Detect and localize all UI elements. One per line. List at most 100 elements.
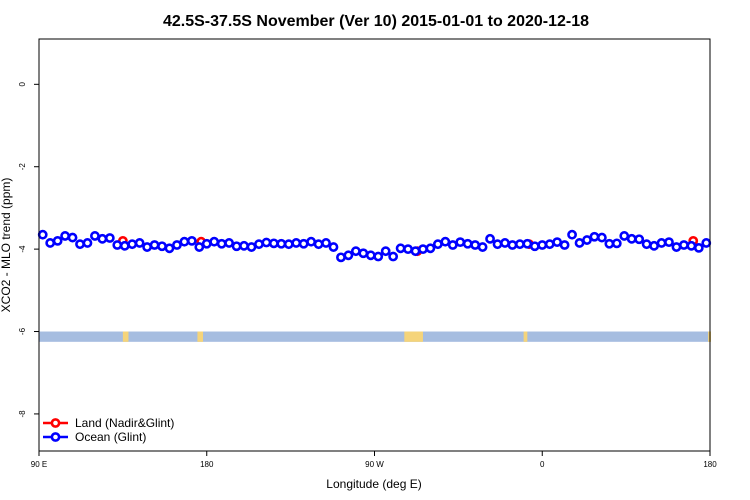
ocean-point	[246, 242, 257, 252]
land-segment	[523, 331, 528, 342]
ocean-point	[216, 238, 227, 249]
ocean-point	[440, 236, 451, 247]
ocean-point	[388, 251, 399, 262]
ocean-point	[462, 238, 473, 249]
ocean-point	[149, 240, 160, 250]
ocean-point	[119, 240, 130, 251]
ocean-point	[619, 231, 630, 241]
ocean-point	[671, 242, 682, 252]
ocean-point	[567, 229, 577, 240]
ocean-point	[283, 239, 294, 250]
ocean-point	[403, 244, 413, 255]
ocean-point	[589, 231, 600, 242]
ocean-point	[239, 240, 249, 251]
ocean-point	[209, 236, 220, 247]
plot-area	[37, 229, 712, 263]
land-segment	[122, 331, 129, 342]
ocean-point	[649, 240, 659, 251]
ocean-point	[596, 232, 607, 243]
ocean-point	[477, 242, 488, 252]
ocean-point	[201, 238, 212, 249]
ocean-point	[112, 240, 123, 250]
ocean-point	[127, 239, 138, 250]
ocean-point	[186, 235, 197, 246]
ocean-point	[336, 252, 346, 263]
ocean-point	[365, 250, 376, 261]
ocean-point	[447, 240, 458, 250]
ocean-point	[52, 235, 63, 246]
ocean-point	[380, 246, 391, 257]
ocean-point	[522, 238, 533, 249]
ocean-point	[500, 238, 510, 248]
land-segment	[404, 331, 423, 342]
ocean-point	[298, 238, 309, 249]
x-tick-label: 180	[200, 460, 214, 469]
ocean-point	[261, 237, 272, 248]
ocean-point	[60, 231, 70, 241]
y-tick-label: -8	[18, 410, 27, 418]
x-tick-label: 0	[540, 460, 545, 469]
chart-title: 42.5S-37.5S November (Ver 10) 2015-01-01…	[163, 13, 589, 30]
y-tick-label: 0	[18, 82, 27, 87]
ocean-point	[529, 241, 540, 252]
x-tick-label: 90 W	[365, 460, 384, 469]
ocean-point	[611, 238, 622, 249]
x-tick-label: 90 E	[31, 460, 47, 469]
ocean-point	[306, 236, 317, 247]
ocean-point	[485, 233, 495, 244]
ocean-point	[455, 237, 466, 248]
y-axis: 0 -2 -4 -6 -8	[18, 82, 39, 418]
ocean-point	[194, 242, 205, 252]
ocean-point	[350, 246, 361, 257]
ocean-point	[104, 233, 115, 243]
ocean-point	[254, 239, 264, 250]
ocean-point	[425, 243, 436, 254]
land-segment	[197, 331, 204, 342]
legend-label: Ocean (Glint)	[75, 430, 146, 444]
ocean-point	[75, 239, 85, 250]
ocean-point	[559, 240, 570, 250]
legend: Land (Nadir&Glint)Ocean (Glint)	[43, 416, 174, 444]
ocean-point	[701, 238, 712, 248]
ocean-point	[157, 241, 167, 252]
x-tick-label: 180	[703, 460, 717, 469]
ocean-point	[343, 250, 354, 261]
surface-band	[39, 331, 711, 342]
ocean-band	[39, 331, 710, 342]
x-axis-label: Longitude (deg E)	[326, 477, 421, 491]
legend-marker	[50, 432, 61, 442]
ocean-point	[142, 242, 153, 252]
y-tick-label: -6	[18, 327, 27, 335]
ocean-point	[164, 243, 175, 254]
ocean-point	[544, 239, 555, 250]
ocean-point	[604, 238, 615, 249]
ocean-point	[45, 238, 56, 248]
ocean-point	[313, 239, 324, 250]
ocean-point	[582, 235, 592, 245]
ocean-point	[679, 240, 689, 250]
ocean-point	[358, 248, 369, 259]
y-tick-label: -2	[18, 163, 27, 171]
ocean-point	[626, 233, 637, 244]
ocean-point	[552, 237, 563, 248]
ocean-point	[693, 242, 704, 253]
ocean-point	[224, 238, 235, 248]
ocean-point	[656, 238, 667, 248]
ocean-point	[97, 233, 108, 244]
ocean-point	[321, 238, 331, 248]
ocean-point	[90, 231, 100, 241]
ocean-point	[291, 238, 302, 248]
ocean-series	[37, 229, 712, 263]
legend-marker	[50, 418, 61, 428]
ocean-point	[395, 243, 406, 254]
ocean-point	[574, 238, 585, 248]
y-axis-label: XCO2 - MLO trend (ppm)	[0, 178, 13, 313]
ocean-point	[634, 234, 645, 245]
ocean-point	[507, 240, 518, 250]
ocean-point	[514, 239, 525, 250]
ocean-point	[276, 238, 287, 249]
ocean-point	[664, 237, 674, 248]
ocean-point	[231, 241, 242, 252]
ocean-point	[67, 232, 78, 243]
